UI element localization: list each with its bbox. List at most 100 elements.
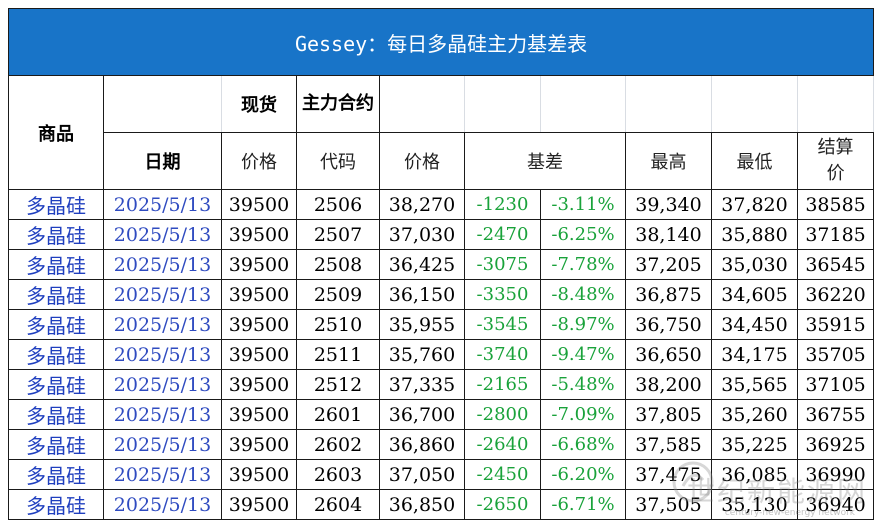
cell-basis: -2165 [464,369,541,400]
cell-date: 2025/5/13 [103,249,222,280]
header-product: 商品 [8,75,104,190]
cell-product: 多晶硅 [8,429,104,460]
cell-futures-price: 37,335 [379,369,465,400]
cell-date: 2025/5/13 [103,459,222,490]
cell-settle: 35705 [796,339,875,370]
cell-contract-code: 2604 [296,489,380,520]
cell-date: 2025/5/13 [103,339,222,370]
header-blank-price [379,75,465,133]
cell-date: 2025/5/13 [103,309,222,340]
header-date: 日期 [103,132,222,190]
cell-basis-pct: -6.25% [540,219,626,250]
table-row: 多晶硅 2025/5/13 39500 2604 36,850 -2650 -6.71% 37… [8,489,875,520]
cell-futures-price: 35,760 [379,339,465,370]
cell-futures-price: 35,955 [379,309,465,340]
cell-high: 37,205 [625,249,712,280]
cell-basis: -2650 [464,489,541,520]
header-blank-settle [796,75,875,133]
cell-contract-code: 2508 [296,249,380,280]
table-row: 多晶硅 2025/5/13 39500 2601 36,700 -2800 -7.09% 37… [8,399,875,430]
cell-futures-price: 36,425 [379,249,465,280]
cell-spot-price: 39500 [221,489,297,520]
cell-spot-price: 39500 [221,459,297,490]
cell-date: 2025/5/13 [103,189,222,220]
table-row: 多晶硅 2025/5/13 39500 2507 37,030 -2470 -6.25% 38… [8,219,875,250]
cell-settle: 36925 [796,429,875,460]
cell-spot-price: 39500 [221,399,297,430]
cell-basis: -2640 [464,429,541,460]
header-spot-price: 价格 [221,132,297,190]
cell-low: 35,225 [711,429,798,460]
table-row: 多晶硅 2025/5/13 39500 2602 36,860 -2640 -6.68% 37… [8,429,875,460]
cell-basis-pct: -3.11% [540,189,626,220]
cell-spot-price: 39500 [221,249,297,280]
cell-futures-price: 36,700 [379,399,465,430]
cell-basis-pct: -8.97% [540,309,626,340]
header-settle: 结算价 [796,132,875,190]
cell-contract-code: 2512 [296,369,380,400]
cell-date: 2025/5/13 [103,429,222,460]
table-title: Gessey：每日多晶硅主力基差表 [7,8,875,76]
cell-basis: -1230 [464,189,541,220]
header-futures-price: 价格 [379,132,465,190]
cell-high: 36,650 [625,339,712,370]
cell-contract-code: 2602 [296,429,380,460]
watermark-subtext: century-new-energy network [724,508,855,518]
cell-basis-pct: -8.48% [540,279,626,310]
cell-high: 37,585 [625,429,712,460]
basis-table: Gessey：每日多晶硅主力基差表 商品 现货 主力合约 日期 价格 代码 价格… [7,8,875,520]
cell-basis-pct: -6.20% [540,459,626,490]
cell-basis-pct: -7.09% [540,399,626,430]
header-blank-low [711,75,798,133]
header-blank-basis [464,75,541,133]
cell-settle: 35915 [796,309,875,340]
cell-futures-price: 37,050 [379,459,465,490]
header-blank-basis-pct [540,75,626,133]
cell-spot-price: 39500 [221,309,297,340]
cell-settle: 36755 [796,399,875,430]
cell-product: 多晶硅 [8,309,104,340]
cell-low: 35,130 [711,489,798,520]
cell-basis: -3075 [464,249,541,280]
cell-basis: -3740 [464,339,541,370]
watermark-logo-icon [672,461,714,503]
cell-product: 多晶硅 [8,279,104,310]
cell-high: 38,200 [625,369,712,400]
cell-low: 35,260 [711,399,798,430]
cell-high: 37,805 [625,399,712,430]
header-blank-date [103,75,222,133]
cell-low: 35,880 [711,219,798,250]
cell-basis-pct: -9.47% [540,339,626,370]
cell-high: 38,140 [625,219,712,250]
cell-settle: 36990 [796,459,875,490]
cell-spot-price: 39500 [221,189,297,220]
cell-date: 2025/5/13 [103,369,222,400]
cell-contract-code: 2511 [296,339,380,370]
cell-futures-price: 36,860 [379,429,465,460]
cell-date: 2025/5/13 [103,489,222,520]
cell-settle: 36940 [796,489,875,520]
cell-settle: 36545 [796,249,875,280]
cell-contract-code: 2509 [296,279,380,310]
table-row: 多晶硅 2025/5/13 39500 2510 35,955 -3545 -8.97% 36… [8,309,875,340]
cell-contract-code: 2507 [296,219,380,250]
cell-settle: 37185 [796,219,875,250]
cell-high: 36,875 [625,279,712,310]
cell-low: 36,085 [711,459,798,490]
cell-contract-code: 2510 [296,309,380,340]
cell-product: 多晶硅 [8,249,104,280]
header-low: 最低 [711,132,798,190]
cell-low: 35,565 [711,369,798,400]
cell-settle: 37105 [796,369,875,400]
cell-high: 39,340 [625,189,712,220]
cell-product: 多晶硅 [8,189,104,220]
cell-futures-price: 36,150 [379,279,465,310]
table-body: 多晶硅 2025/5/13 39500 2506 38,270 -1230 -3.11% 39… [8,189,875,520]
cell-low: 34,175 [711,339,798,370]
cell-product: 多晶硅 [8,369,104,400]
cell-settle: 36220 [796,279,875,310]
cell-date: 2025/5/13 [103,219,222,250]
cell-basis-pct: -6.68% [540,429,626,460]
cell-basis: -2450 [464,459,541,490]
basis-table-sheet: Gessey：每日多晶硅主力基差表 商品 现货 主力合约 日期 价格 代码 价格… [7,8,875,520]
